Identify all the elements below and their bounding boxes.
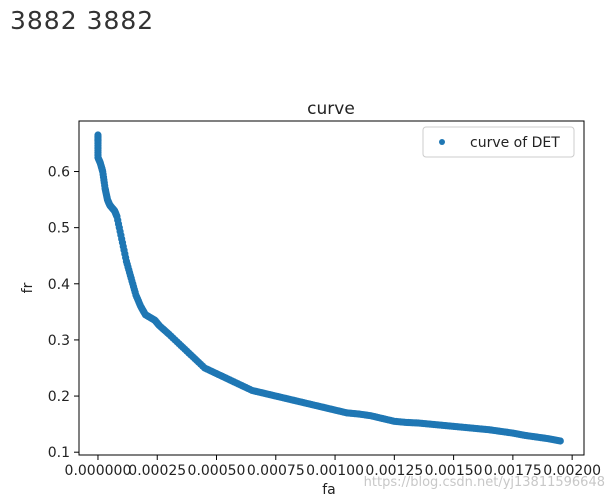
plot-frame (78, 120, 585, 456)
x-tick-label: 0.00150 (425, 463, 483, 479)
y-tick-label: 0.2 (48, 389, 70, 405)
legend-label: curve of DET (470, 135, 560, 151)
data-point-fill (126, 271, 134, 279)
data-point-fill (117, 231, 125, 239)
x-tick-label: 0.00125 (365, 463, 423, 479)
x-tick-label: 0.000000 (65, 463, 132, 479)
x-tick-label: 0.00075 (247, 463, 305, 479)
y-tick-label: 0.3 (48, 333, 70, 349)
header-text: 3882 3882 (10, 6, 155, 35)
chart-title: curve (307, 99, 355, 119)
legend-marker (439, 139, 445, 145)
y-tick-label: 0.4 (48, 277, 70, 293)
y-tick-label: 0.6 (48, 165, 70, 181)
y-tick-label: 0.1 (48, 445, 70, 461)
data-point-fill (122, 253, 130, 262)
y-tick-label: 0.5 (48, 221, 70, 237)
x-tick-label: 0.00200 (543, 463, 601, 479)
watermark: https://blog.csdn.net/yj13811596648 (364, 475, 605, 490)
x-axis-label: fa (322, 482, 336, 498)
x-tick-label: 0.00175 (484, 463, 542, 479)
data-point-fill (554, 436, 562, 445)
x-tick-label: 0.00050 (188, 463, 246, 479)
x-tick-label: 0.00025 (128, 463, 186, 479)
legend-box (422, 126, 575, 158)
legend: curve of DET (422, 126, 575, 158)
x-tick-label: 0.00100 (306, 463, 364, 479)
y-axis-label: fr (20, 282, 36, 293)
